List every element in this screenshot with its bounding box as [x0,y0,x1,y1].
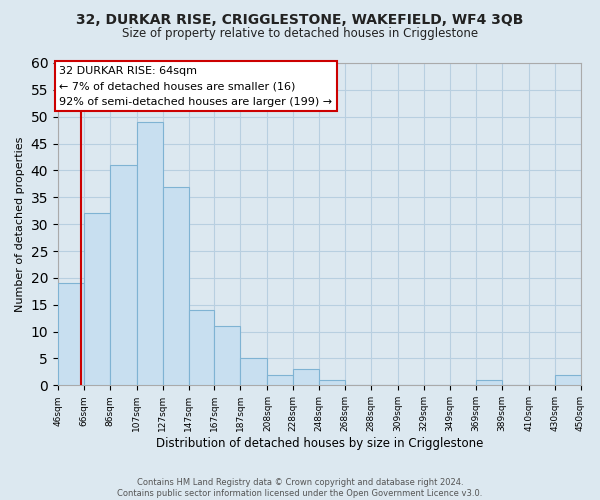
Text: 32 DURKAR RISE: 64sqm
← 7% of detached houses are smaller (16)
92% of semi-detac: 32 DURKAR RISE: 64sqm ← 7% of detached h… [59,66,332,107]
Text: Contains HM Land Registry data © Crown copyright and database right 2024.
Contai: Contains HM Land Registry data © Crown c… [118,478,482,498]
Bar [163,186,188,386]
Text: 32, DURKAR RISE, CRIGGLESTONE, WAKEFIELD, WF4 3QB: 32, DURKAR RISE, CRIGGLESTONE, WAKEFIELD… [76,12,524,26]
Bar [214,326,240,386]
Bar [319,380,345,386]
Bar [476,380,502,386]
Bar [58,284,84,386]
Bar [84,214,110,386]
Bar [110,165,137,386]
Bar [293,369,319,386]
Bar [554,374,581,386]
X-axis label: Distribution of detached houses by size in Crigglestone: Distribution of detached houses by size … [155,437,483,450]
Y-axis label: Number of detached properties: Number of detached properties [15,136,25,312]
Bar [188,310,214,386]
Text: Size of property relative to detached houses in Crigglestone: Size of property relative to detached ho… [122,28,478,40]
Bar [137,122,163,386]
Bar [240,358,268,386]
Bar [268,374,293,386]
